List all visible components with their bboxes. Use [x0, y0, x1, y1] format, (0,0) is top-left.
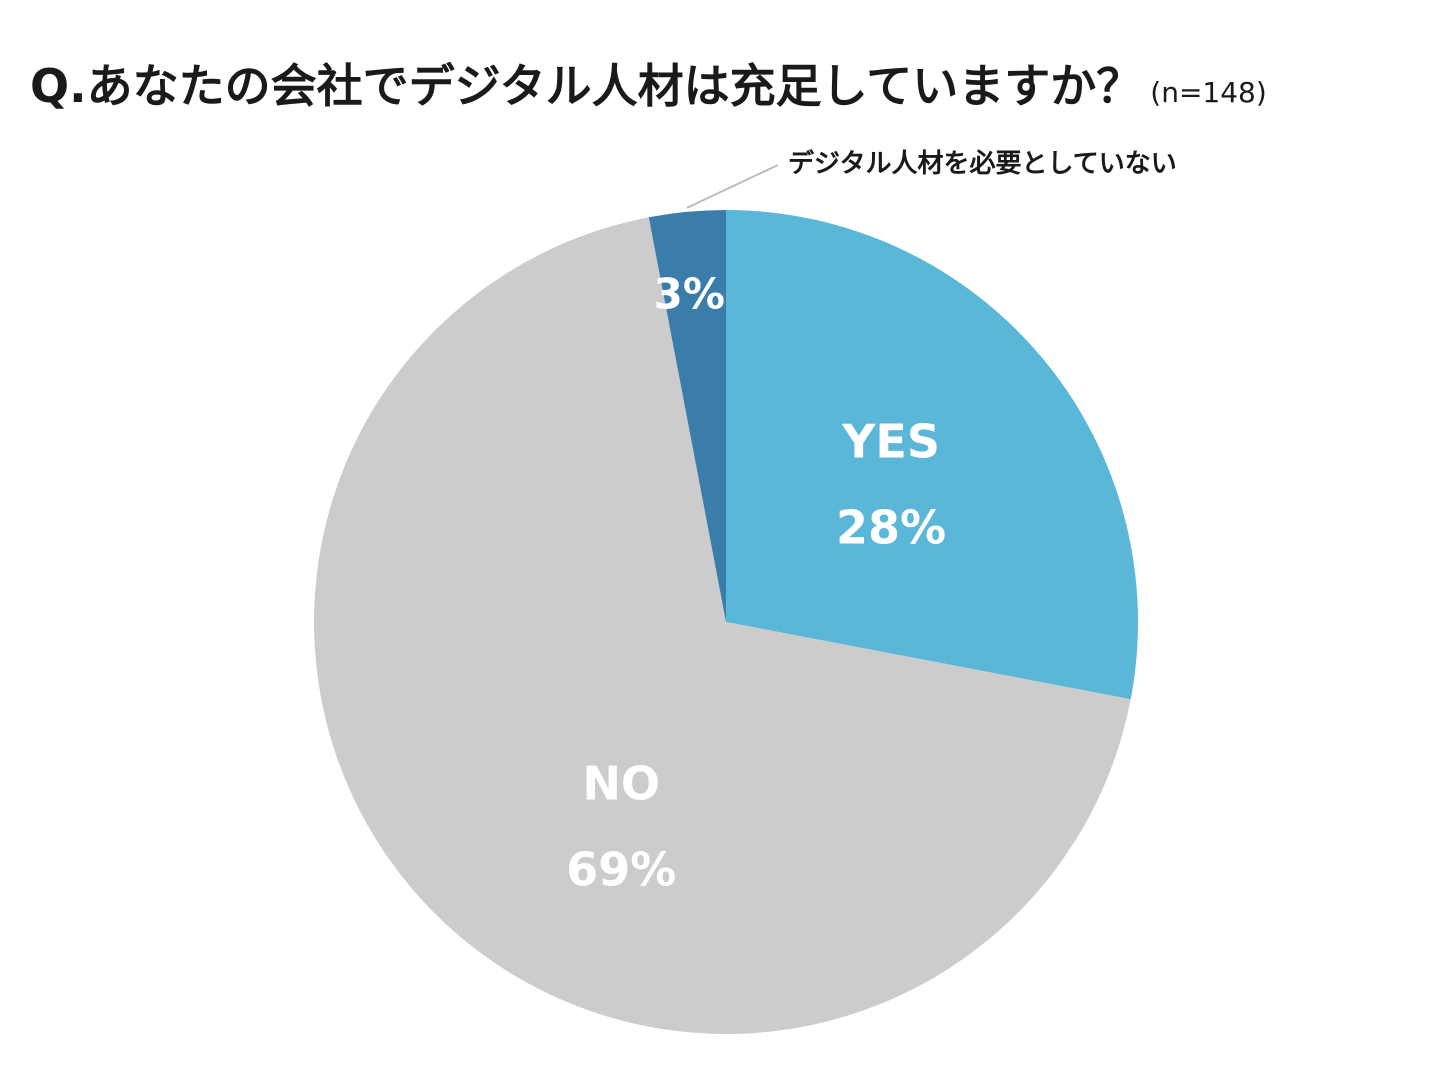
chart-title: Q.あなたの会社でデジタル人材は充足していますか？ (n=148) [30, 50, 1267, 116]
slice-value-not-needed: 3% [654, 269, 725, 318]
slice-value-no: 69% [566, 843, 676, 897]
pie-slice-yes [726, 210, 1138, 700]
pie-slice-no [314, 217, 1131, 1034]
callout-leader-line [686, 164, 779, 209]
chart-sample-size: (n=148) [1150, 76, 1267, 109]
slice-value-yes: 28% [836, 500, 946, 554]
slice-label-not-needed: デジタル人材を必要としていない [788, 148, 1177, 179]
pie-slice-not-needed [648, 210, 726, 622]
slice-label-yes: YES [841, 414, 940, 468]
chart-title-main: Q.あなたの会社でデジタル人材は充足していますか？ [30, 59, 1143, 113]
slice-label-no: NO [582, 757, 660, 811]
